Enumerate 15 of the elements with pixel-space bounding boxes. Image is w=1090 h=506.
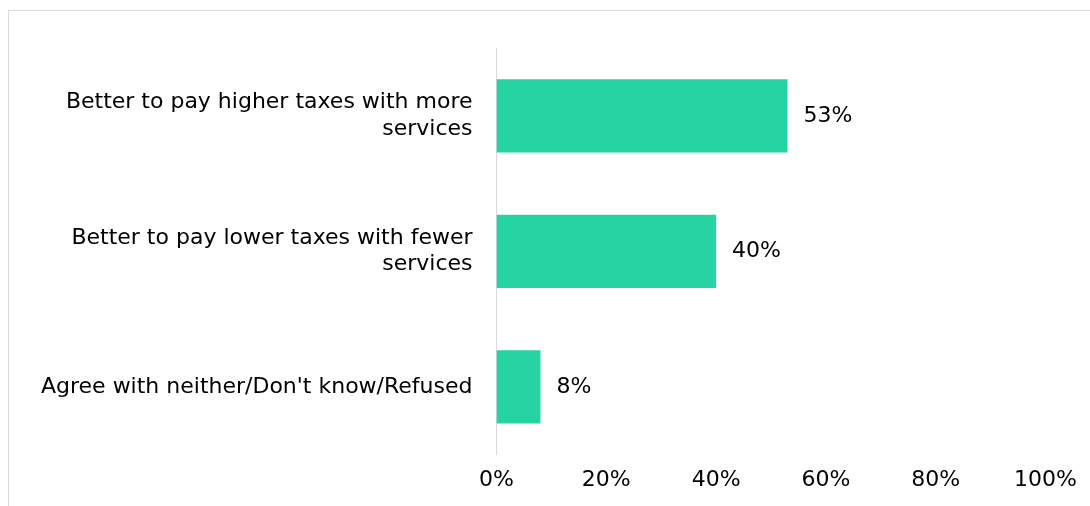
y-tick-label: Better to pay higher taxes with more services: [65, 88, 473, 140]
bar: [496, 79, 788, 153]
x-tick-label: 100%: [1014, 465, 1078, 491]
x-tick-label: 40%: [691, 465, 741, 491]
data-label: 53%: [803, 101, 853, 127]
data-label: 8%: [556, 372, 592, 398]
x-tick-label: 60%: [801, 465, 851, 491]
data-label: 40%: [732, 237, 782, 263]
bar: [496, 214, 717, 288]
bar: [496, 350, 541, 424]
x-tick-label: 0%: [479, 465, 514, 491]
x-tick-label: 20%: [581, 465, 631, 491]
x-tick-label: 80%: [911, 465, 961, 491]
y-tick-label: Better to pay lower taxes with fewer services: [71, 223, 474, 276]
y-tick-label: Agree with neither/Don't know/Refused: [40, 372, 473, 398]
